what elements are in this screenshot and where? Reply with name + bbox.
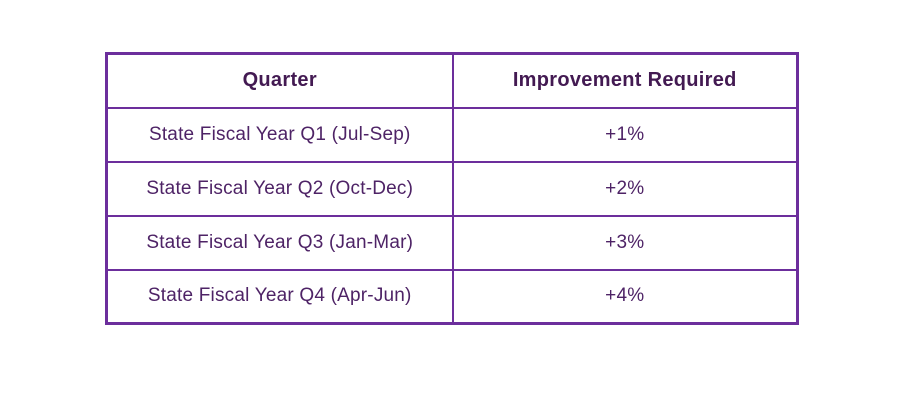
improvement-cell: +2% (451, 160, 799, 217)
column-header-quarter: Quarter (105, 52, 454, 109)
improvement-cell: +4% (451, 268, 799, 325)
table-row: State Fiscal Year Q4 (Apr-Jun) +4% (105, 268, 799, 325)
improvement-cell: +1% (451, 106, 799, 163)
column-header-improvement-required: Improvement Required (451, 52, 799, 109)
quarter-cell: State Fiscal Year Q4 (Apr-Jun) (105, 268, 454, 325)
table-row: State Fiscal Year Q2 (Oct-Dec) +2% (105, 160, 799, 217)
improvement-cell: +3% (451, 214, 799, 271)
quarter-cell: State Fiscal Year Q1 (Jul-Sep) (105, 106, 454, 163)
table-header-row: Quarter Improvement Required (105, 52, 799, 109)
quarter-cell: State Fiscal Year Q3 (Jan-Mar) (105, 214, 454, 271)
table-row: State Fiscal Year Q3 (Jan-Mar) +3% (105, 214, 799, 271)
quarter-improvement-table-container: Quarter Improvement Required State Fisca… (105, 52, 799, 325)
table-row: State Fiscal Year Q1 (Jul-Sep) +1% (105, 106, 799, 163)
quarter-improvement-table: Quarter Improvement Required State Fisca… (105, 52, 799, 325)
quarter-cell: State Fiscal Year Q2 (Oct-Dec) (105, 160, 454, 217)
